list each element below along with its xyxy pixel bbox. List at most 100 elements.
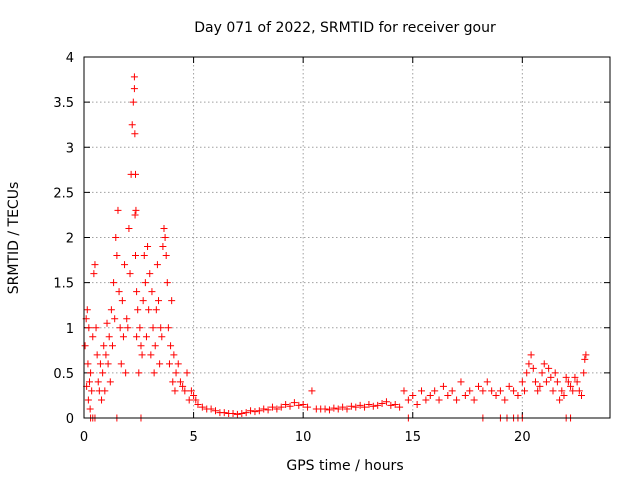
- data-point: [382, 398, 390, 406]
- data-point: [133, 288, 141, 296]
- data-point: [122, 369, 130, 377]
- data-point: [505, 382, 513, 390]
- data-point: [387, 401, 395, 409]
- data-point: [268, 403, 276, 411]
- data-point: [89, 333, 97, 341]
- data-point: [264, 406, 272, 414]
- data-point: [229, 409, 237, 417]
- data-point: [164, 324, 172, 332]
- data-point: [187, 387, 195, 395]
- data-point: [569, 387, 577, 395]
- data-point: [251, 408, 259, 416]
- data-point: [573, 378, 581, 386]
- data-point: [118, 297, 126, 305]
- data-point: [99, 369, 107, 377]
- data-point: [369, 402, 377, 410]
- data-point: [152, 306, 160, 314]
- data-point: [365, 400, 373, 408]
- data-point: [551, 369, 559, 377]
- data-point: [162, 252, 170, 260]
- data-point: [104, 360, 112, 368]
- data-point: [156, 360, 164, 368]
- data-point: [448, 387, 456, 395]
- axis-ticks: 0 0.5 1 1.5 2 2.5 3 3.5 4 0 5 10 15 20: [53, 51, 610, 445]
- data-point: [286, 402, 294, 410]
- data-point: [137, 342, 145, 350]
- data-point: [86, 405, 94, 413]
- data-point: [273, 405, 281, 413]
- data-point: [136, 324, 144, 332]
- data-point: [81, 342, 89, 350]
- data-point: [321, 405, 329, 413]
- data-point: [556, 396, 564, 404]
- data-point: [290, 399, 298, 407]
- data-point: [135, 369, 143, 377]
- data-point: [198, 403, 206, 411]
- data-point: [479, 387, 487, 395]
- data-point: [168, 297, 176, 305]
- data-point: [91, 261, 99, 269]
- data-point: [113, 252, 121, 260]
- data-point: [510, 387, 518, 395]
- data-point: [146, 270, 154, 278]
- x-tick-label: 10: [295, 430, 312, 445]
- data-point: [343, 405, 351, 413]
- data-point: [409, 391, 417, 399]
- data-point: [220, 409, 228, 417]
- data-point: [233, 410, 241, 418]
- data-point: [431, 387, 439, 395]
- data-point: [124, 324, 132, 332]
- y-tick-label: 0: [66, 412, 74, 427]
- data-point: [110, 279, 118, 287]
- data-point: [131, 211, 139, 219]
- data-point: [453, 396, 461, 404]
- data-point: [148, 288, 156, 296]
- data-point: [92, 324, 100, 332]
- data-point: [545, 364, 553, 372]
- data-point: [102, 351, 110, 359]
- data-point: [190, 391, 198, 399]
- data-point: [527, 351, 535, 359]
- data-point: [119, 333, 127, 341]
- data-point: [207, 405, 215, 413]
- data-point: [192, 396, 200, 404]
- data-point: [571, 373, 579, 381]
- data-point: [439, 382, 447, 390]
- data-point: [133, 333, 141, 341]
- data-point: [378, 400, 386, 408]
- data-point: [84, 396, 92, 404]
- x-tick-label: 20: [514, 430, 531, 445]
- data-point: [169, 378, 177, 386]
- data-point: [529, 364, 537, 372]
- data-point: [138, 351, 146, 359]
- data-point: [483, 378, 491, 386]
- data-point: [130, 73, 138, 81]
- data-point: [115, 288, 123, 296]
- data-point: [144, 243, 152, 251]
- data-point: [521, 387, 529, 395]
- data-point: [159, 243, 167, 251]
- data-point: [242, 409, 250, 417]
- data-point: [400, 387, 408, 395]
- data-point: [94, 378, 102, 386]
- data-point: [396, 403, 404, 411]
- data-point: [339, 403, 347, 411]
- data-point: [194, 400, 202, 408]
- data-point: [132, 252, 140, 260]
- data-point: [151, 342, 159, 350]
- data-point: [581, 355, 589, 363]
- data-point: [540, 360, 548, 368]
- data-point: [549, 387, 557, 395]
- data-point: [176, 378, 184, 386]
- data-point: [88, 387, 96, 395]
- data-point: [153, 261, 161, 269]
- data-point: [255, 407, 263, 415]
- data-point: [260, 405, 268, 413]
- data-point: [525, 360, 533, 368]
- data-point: [161, 234, 169, 241]
- data-point: [247, 407, 255, 415]
- data-point: [131, 130, 139, 138]
- data-point: [179, 382, 187, 390]
- data-point: [426, 391, 434, 399]
